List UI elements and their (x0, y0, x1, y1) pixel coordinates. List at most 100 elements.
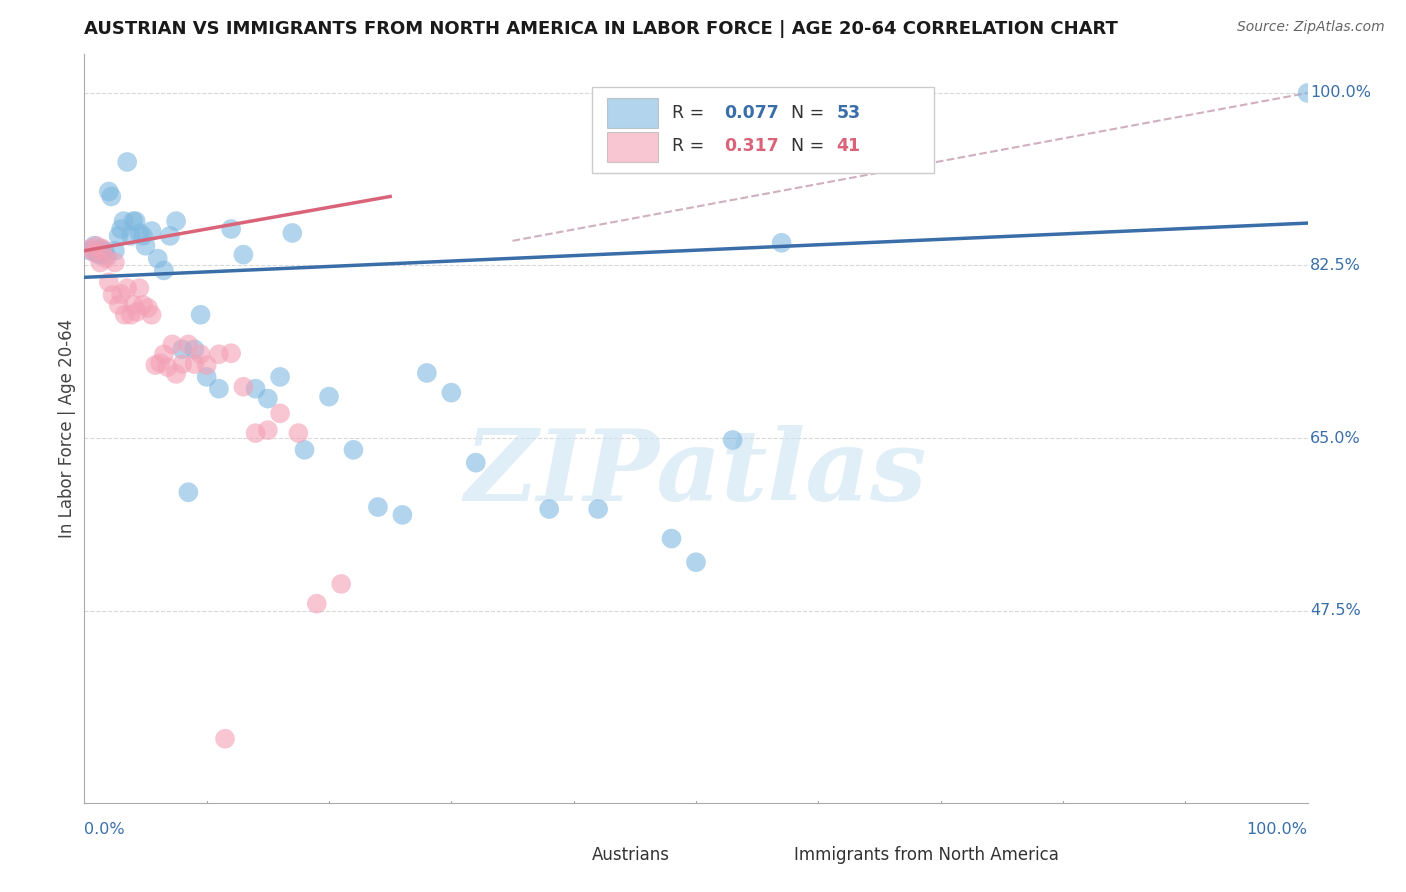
Point (120, 308, 142, 322)
Point (104, 255, 127, 269)
Point (305, 597, 328, 611)
Point (101, 288, 124, 302)
Point (122, 298, 145, 312)
Point (96, 249, 118, 263)
Point (110, 287, 132, 301)
Point (79, 244, 101, 258)
Text: R =: R = (672, 137, 709, 155)
Text: N =: N = (792, 137, 830, 155)
Point (100, 189, 122, 203)
Text: R =: R = (672, 103, 709, 121)
Point (245, 382, 267, 396)
Point (330, 577, 353, 591)
Point (586, 502, 609, 516)
Point (115, 281, 138, 295)
Point (1296, 86, 1319, 100)
Point (183, 343, 205, 357)
Text: Immigrants from North America: Immigrants from North America (794, 847, 1059, 864)
Text: N =: N = (792, 103, 830, 121)
Point (294, 442, 316, 457)
Point (79, 242, 101, 256)
Point (183, 357, 205, 371)
Point (97, 185, 120, 199)
Point (162, 337, 184, 351)
Point (219, 222, 242, 236)
Point (245, 426, 267, 441)
Point (416, 366, 439, 380)
Point (149, 356, 172, 370)
Point (257, 423, 280, 437)
Point (190, 347, 212, 361)
Text: 0.317: 0.317 (724, 137, 779, 155)
Point (115, 155, 138, 169)
Text: 47.5%: 47.5% (1310, 603, 1361, 618)
Point (83, 239, 105, 253)
Point (177, 485, 200, 500)
FancyBboxPatch shape (537, 843, 583, 871)
FancyBboxPatch shape (738, 843, 786, 871)
Text: Source: ZipAtlas.com: Source: ZipAtlas.com (1237, 20, 1385, 34)
Point (104, 244, 127, 258)
Point (86, 239, 108, 253)
Point (318, 390, 340, 404)
Point (89, 242, 111, 256)
Point (177, 337, 200, 351)
Point (136, 301, 159, 315)
Y-axis label: In Labor Force | Age 20-64: In Labor Force | Age 20-64 (58, 318, 76, 538)
Text: 100.0%: 100.0% (1247, 822, 1308, 837)
Text: 0.0%: 0.0% (84, 822, 125, 837)
Point (770, 235, 793, 250)
Point (190, 308, 212, 322)
Point (91, 246, 114, 260)
Text: Austrians: Austrians (592, 847, 671, 864)
Point (128, 226, 150, 240)
Point (391, 508, 413, 522)
FancyBboxPatch shape (592, 87, 935, 173)
Point (89, 255, 111, 269)
Point (685, 555, 707, 569)
Point (661, 532, 683, 546)
Point (208, 382, 231, 396)
Text: 100.0%: 100.0% (1310, 86, 1371, 101)
Point (122, 214, 145, 228)
Point (538, 502, 561, 516)
Point (165, 214, 187, 228)
Point (172, 343, 194, 357)
Text: 53: 53 (837, 103, 860, 121)
Text: 0.077: 0.077 (724, 103, 779, 121)
Point (219, 346, 242, 360)
Point (287, 426, 309, 441)
Point (146, 252, 169, 266)
Point (195, 370, 218, 384)
Point (86, 245, 108, 260)
Point (153, 263, 176, 277)
Point (132, 298, 155, 312)
Point (107, 298, 129, 312)
Point (232, 247, 254, 261)
Point (128, 281, 150, 295)
Point (342, 442, 364, 457)
Point (281, 226, 304, 240)
Text: 65.0%: 65.0% (1310, 431, 1361, 445)
Point (269, 370, 291, 384)
Point (721, 433, 744, 447)
Point (159, 228, 181, 243)
Point (125, 214, 148, 228)
Point (135, 239, 157, 253)
Point (257, 392, 280, 406)
Point (125, 305, 148, 319)
Point (91, 242, 114, 256)
Text: 82.5%: 82.5% (1310, 258, 1361, 273)
Point (165, 367, 187, 381)
Point (107, 228, 129, 243)
FancyBboxPatch shape (606, 98, 658, 128)
Point (93, 244, 115, 258)
Point (110, 222, 132, 236)
Point (96, 252, 118, 266)
Text: AUSTRIAN VS IMMIGRANTS FROM NORTH AMERICA IN LABOR FORCE | AGE 20-64 CORRELATION: AUSTRIAN VS IMMIGRANTS FROM NORTH AMERIC… (84, 21, 1118, 38)
Point (132, 228, 155, 243)
Point (208, 347, 231, 361)
Point (97, 275, 120, 289)
Point (269, 406, 291, 420)
Point (114, 308, 136, 322)
